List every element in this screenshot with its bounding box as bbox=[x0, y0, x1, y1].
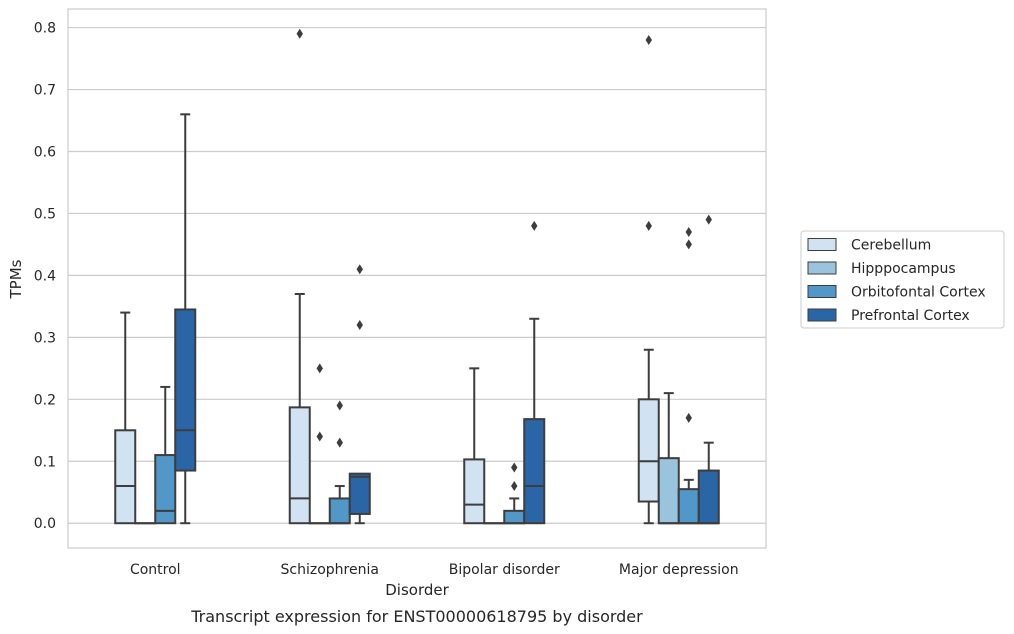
box-body bbox=[503, 509, 526, 525]
outlier-point bbox=[356, 264, 363, 275]
box bbox=[174, 113, 197, 525]
legend-swatch bbox=[807, 238, 837, 251]
outlier-point bbox=[336, 437, 343, 448]
outlier-point bbox=[685, 412, 692, 423]
box-body bbox=[174, 308, 197, 472]
y-tick-label: 0.1 bbox=[34, 454, 56, 470]
box-body bbox=[328, 497, 351, 525]
legend-frame bbox=[800, 230, 1005, 329]
y-tick-label: 0.4 bbox=[34, 268, 56, 284]
legend-item: Orbitofontal Cortex bbox=[807, 285, 986, 301]
box bbox=[697, 214, 720, 525]
box bbox=[154, 385, 177, 525]
legend-item: Hipppocampus bbox=[807, 261, 956, 277]
box-body bbox=[657, 457, 680, 525]
outlier-point bbox=[296, 28, 303, 39]
box-body bbox=[677, 488, 700, 525]
y-axis-ticks: 0.0 0.1 0.2 0.3 0.4 0.5 0.6 0.7 0.8 bbox=[34, 21, 56, 533]
outlier-point bbox=[705, 214, 712, 225]
grid-lines bbox=[68, 26, 766, 524]
box bbox=[308, 363, 331, 525]
legend-item: Prefrontal Cortex bbox=[807, 308, 970, 324]
outlier-point bbox=[531, 220, 538, 231]
box bbox=[503, 462, 526, 525]
outlier-point bbox=[511, 481, 518, 492]
plot-frame bbox=[67, 8, 767, 549]
box-groups bbox=[114, 28, 720, 525]
legend-swatch bbox=[807, 308, 837, 322]
box bbox=[523, 220, 546, 525]
outlier-point bbox=[645, 34, 652, 45]
outlier-point bbox=[316, 431, 323, 442]
legend-label: Prefrontal Cortex bbox=[851, 308, 970, 324]
outlier-point bbox=[685, 227, 692, 238]
x-tick-label: Schizophrenia bbox=[281, 562, 379, 578]
x-axis-label: Disorder bbox=[385, 581, 449, 599]
box bbox=[114, 311, 137, 525]
outlier-point bbox=[645, 220, 652, 231]
legend-label: Cerebellum bbox=[851, 238, 931, 254]
box bbox=[288, 28, 311, 525]
outlier-point bbox=[685, 239, 692, 250]
box-body bbox=[697, 469, 720, 525]
y-tick-label: 0.5 bbox=[34, 206, 56, 222]
legend: Cerebellum Hipppocampus Orbitofontal Corte… bbox=[800, 230, 1005, 329]
legend-label: Orbitofontal Cortex bbox=[851, 285, 986, 301]
box bbox=[637, 34, 660, 525]
x-tick-label: Control bbox=[130, 562, 181, 578]
box-body bbox=[348, 472, 371, 515]
legend-swatch bbox=[807, 261, 837, 275]
box bbox=[657, 392, 680, 525]
outlier-point bbox=[356, 319, 363, 330]
box bbox=[463, 367, 486, 525]
box-body bbox=[523, 418, 546, 525]
box-body bbox=[637, 398, 660, 503]
box-body bbox=[114, 429, 137, 525]
y-tick-label: 0.2 bbox=[34, 392, 56, 408]
x-tick-label: Bipolar disorder bbox=[449, 562, 560, 578]
y-axis-label: TPMs bbox=[7, 259, 25, 299]
y-tick-label: 0.3 bbox=[34, 330, 56, 346]
legend-label: Hipppocampus bbox=[851, 261, 956, 277]
box-body bbox=[154, 454, 177, 525]
y-tick-label: 0.8 bbox=[34, 21, 56, 37]
box bbox=[677, 227, 700, 525]
outlier-point bbox=[511, 462, 518, 473]
chart-caption: Transcript expression for ENST0000061879… bbox=[190, 607, 643, 626]
y-tick-label: 0.6 bbox=[34, 144, 56, 160]
legend-item: Cerebellum bbox=[807, 238, 931, 254]
x-tick-label: Major depression bbox=[619, 562, 739, 578]
box-body bbox=[463, 458, 486, 525]
y-tick-label: 0.7 bbox=[34, 83, 56, 99]
outlier-point bbox=[316, 363, 323, 374]
legend-swatch bbox=[807, 285, 837, 298]
outlier-point bbox=[336, 400, 343, 411]
box-body bbox=[288, 406, 311, 525]
box bbox=[348, 264, 371, 525]
y-tick-label: 0.0 bbox=[34, 516, 56, 532]
x-axis-ticks: Control Schizophrenia Bipolar disorder Majo… bbox=[130, 562, 739, 578]
